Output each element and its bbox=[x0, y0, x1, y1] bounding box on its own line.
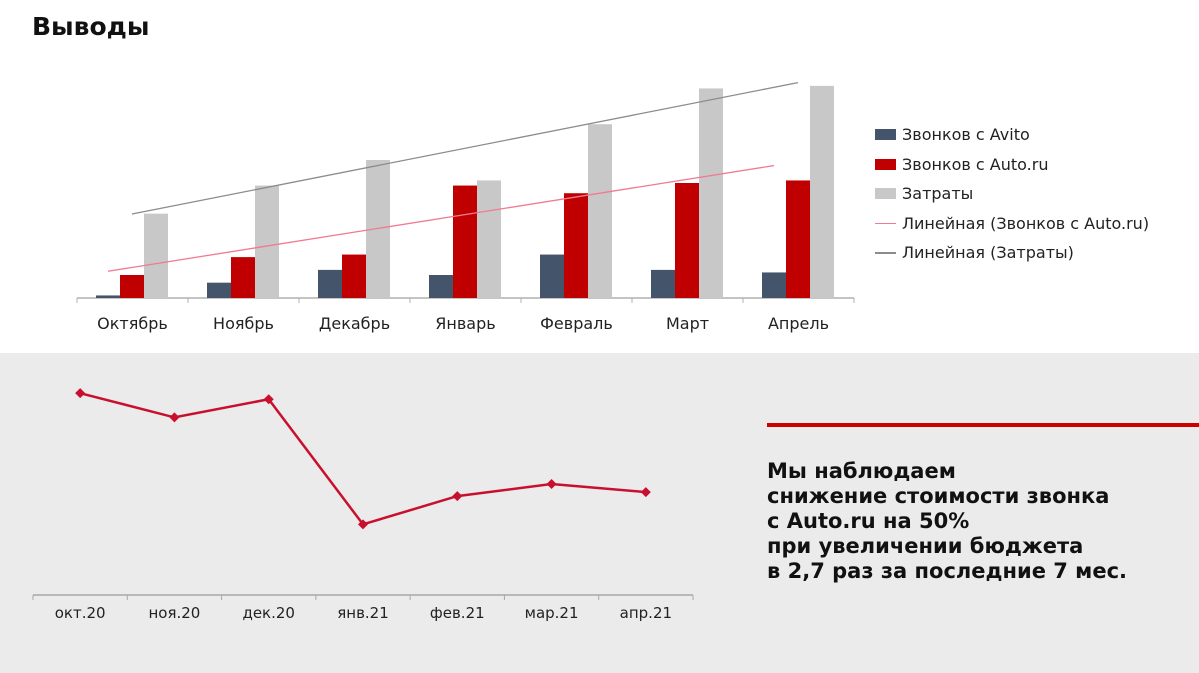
legend-label-costs: Затраты bbox=[902, 184, 974, 204]
bar-avito bbox=[207, 282, 231, 298]
conclusion-line: Мы наблюдаем bbox=[767, 459, 956, 483]
chart-legend: Звонков с Avito Звонков с Auto.ru Затрат… bbox=[875, 120, 1149, 268]
legend-item-trend-auto-ru: Линейная (Звонков с Auto.ru) bbox=[875, 209, 1149, 239]
bar-chart: Октябрь Ноябрь Декабрь Январь Февраль Март Апр… bbox=[76, 81, 855, 333]
legend-swatch-trend-auto-ru bbox=[875, 222, 896, 224]
x-tick-label: Апрель bbox=[768, 314, 829, 333]
bottom-panel: окт.20 ноя.20 дек.20 янв.21 фев.21 мар.21 апр.… bbox=[0, 353, 1199, 673]
bar-avito bbox=[96, 295, 120, 298]
cost-per-call-line-chart: окт.20 ноя.20 дек.20 янв.21 фев.21 мар.21 апр.… bbox=[32, 388, 694, 622]
bar-auto-ru bbox=[120, 275, 144, 298]
bar-avito bbox=[429, 275, 453, 298]
data-point-marker bbox=[358, 519, 368, 530]
bar-avito bbox=[762, 272, 786, 298]
x-tick-label: Ноябрь bbox=[213, 314, 274, 333]
bar-costs bbox=[810, 85, 834, 298]
page-title: Выводы bbox=[32, 12, 150, 41]
bar-auto-ru bbox=[786, 180, 810, 298]
conclusion-text: Мы наблюдаем снижение стоимости звонка с… bbox=[767, 459, 1187, 584]
conclusion-line: с Auto.ru на 50% bbox=[767, 509, 970, 533]
legend-item-costs: Затраты bbox=[875, 179, 1149, 209]
bar-auto-ru bbox=[453, 185, 477, 298]
data-point-marker bbox=[452, 491, 463, 502]
conclusion-line: при увеличении бюджета bbox=[767, 534, 1084, 558]
bar-auto-ru bbox=[564, 193, 588, 298]
bar-costs bbox=[588, 124, 612, 298]
x-tick-label: Январь bbox=[435, 314, 495, 333]
legend-swatch-avito bbox=[875, 129, 896, 141]
bar-costs bbox=[144, 213, 168, 298]
bar-auto-ru bbox=[342, 254, 366, 298]
bar-costs bbox=[255, 185, 279, 298]
legend-item-auto-ru: Звонков с Auto.ru bbox=[875, 150, 1149, 180]
legend-item-avito: Звонков с Avito bbox=[875, 120, 1149, 150]
bar-auto-ru bbox=[231, 257, 255, 298]
bar-avito bbox=[540, 254, 564, 298]
data-point-marker bbox=[263, 394, 274, 405]
legend-swatch-trend-costs bbox=[875, 252, 896, 254]
x-tick-label: дек.20 bbox=[242, 604, 295, 622]
legend-label-trend-costs: Линейная (Затраты) bbox=[902, 243, 1074, 263]
x-tick-label: фев.21 bbox=[430, 604, 485, 622]
legend-swatch-costs bbox=[875, 188, 896, 200]
data-point-marker bbox=[546, 479, 557, 489]
cost-per-call-line bbox=[79, 391, 646, 526]
x-tick-label: Октябрь bbox=[97, 314, 168, 333]
x-tick-label: янв.21 bbox=[337, 604, 389, 622]
trendline-costs bbox=[131, 81, 799, 215]
accent-rule bbox=[767, 423, 1199, 427]
bar-avito bbox=[651, 269, 675, 298]
x-tick-label: окт.20 bbox=[55, 604, 106, 622]
x-tick-label: Март bbox=[666, 314, 709, 333]
legend-item-trend-costs: Линейная (Затраты) bbox=[875, 238, 1149, 268]
legend-swatch-auto-ru bbox=[875, 158, 896, 170]
x-tick-label: апр.21 bbox=[620, 604, 672, 622]
legend-label-auto-ru: Звонков с Auto.ru bbox=[902, 154, 1049, 174]
bar-costs bbox=[699, 88, 723, 298]
legend-label-trend-auto-ru: Линейная (Звонков с Auto.ru) bbox=[902, 213, 1150, 233]
bar-costs bbox=[477, 180, 501, 298]
conclusion-line: в 2,7 раз за последние 7 мес. bbox=[767, 559, 1128, 583]
conclusion-line: снижение стоимости звонка bbox=[767, 484, 1110, 508]
legend-label-avito: Звонков с Avito bbox=[902, 125, 1030, 145]
bar-avito bbox=[318, 269, 342, 298]
trendline-auto-ru bbox=[107, 164, 775, 272]
x-tick-label: ноя.20 bbox=[148, 604, 200, 622]
data-point-marker bbox=[169, 412, 180, 423]
x-tick-label: Декабрь bbox=[319, 314, 390, 333]
x-tick-label: мар.21 bbox=[525, 604, 579, 622]
bar-auto-ru bbox=[675, 183, 699, 298]
data-point-marker bbox=[640, 487, 651, 498]
data-point-marker bbox=[75, 388, 86, 399]
x-tick-label: Февраль bbox=[540, 314, 613, 333]
